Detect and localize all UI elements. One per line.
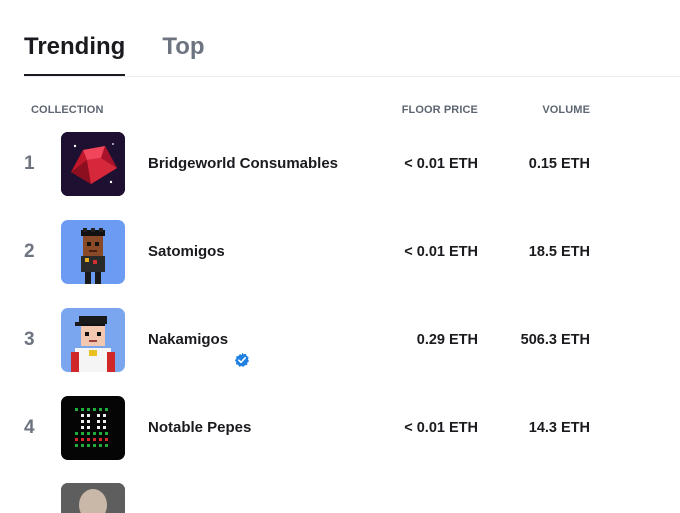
verified-badge-icon (234, 332, 250, 367)
tabs-bar: Trending Top (24, 30, 242, 76)
header-floor-price[interactable]: FLOOR PRICE (401, 104, 478, 116)
table-row[interactable]: 1 Bridgeworld Consumables < 0.01 ETH 0.1… (0, 132, 680, 196)
floor-price-value: 0.29 ETH (416, 332, 478, 348)
row-rank: 2 (24, 241, 35, 262)
volume-value: 14.3 ETH (528, 420, 590, 436)
pixel-grid-icon (61, 396, 125, 460)
row-rank: 3 (24, 329, 35, 350)
volume-value: 0.15 ETH (528, 156, 590, 172)
table-row[interactable]: 4 Notable Pepes < 0.01 ETH 14.3 ETH (0, 396, 680, 460)
collection-name[interactable]: Satomigos (148, 243, 225, 260)
pixel-cap-character-icon (61, 308, 125, 372)
collection-name[interactable]: Bridgeworld Consumables (148, 155, 339, 172)
header-volume[interactable]: VOLUME (542, 104, 590, 116)
row-rank: 1 (24, 153, 35, 174)
volume-value: 506.3 ETH (520, 332, 590, 348)
tab-top[interactable]: Top (162, 33, 205, 60)
floor-price-value: < 0.01 ETH (404, 244, 478, 260)
table-row[interactable]: 3 Nakamigos 0.29 ETH 506.3 ETH (0, 308, 680, 372)
collection-name[interactable]: Nakamigos (148, 308, 250, 372)
header-collection: COLLECTION (31, 104, 104, 116)
red-gem-icon (61, 132, 125, 196)
partial-row-thumbnail (61, 483, 125, 513)
table-row[interactable]: 2 Satomigos < 0.01 ETH 18.5 ETH (0, 220, 680, 284)
volume-value: 18.5 ETH (528, 244, 590, 260)
floor-price-value: < 0.01 ETH (404, 156, 478, 172)
pixel-character-icon (61, 220, 125, 284)
tabs-divider (24, 76, 680, 77)
row-rank: 4 (24, 417, 35, 438)
tab-trending[interactable]: Trending (24, 30, 126, 76)
table-header: COLLECTION FLOOR PRICE VOLUME (0, 104, 680, 120)
floor-price-value: < 0.01 ETH (404, 420, 478, 436)
collection-name[interactable]: Notable Pepes (148, 419, 252, 436)
